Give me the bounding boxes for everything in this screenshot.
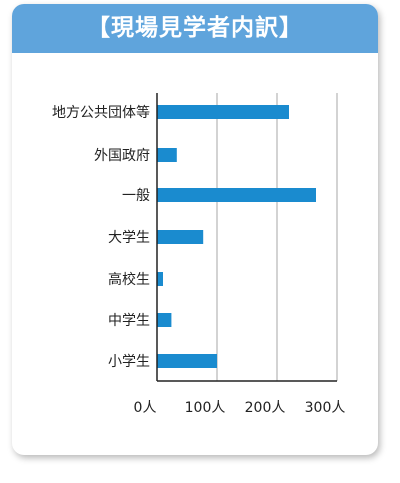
chart-header [12,4,378,53]
category-label-5: 中学生 [108,313,150,329]
category-label-6: 小学生 [108,354,150,370]
tick-label-3: 300人 [305,400,346,416]
category-label-1: 外国政府 [94,148,150,164]
category-label-4: 高校生 [108,271,150,288]
tick-label-0: 0人 [134,400,157,416]
bars [157,105,316,368]
bar-0 [157,105,289,119]
chart-card: 【現場見学者内訳】 [12,4,378,455]
tick-labels: 0人 100人 200人 300人 [134,400,346,416]
bar-1 [157,148,177,162]
category-label-2: 一般 [122,188,150,204]
tick-label-1: 100人 [185,400,226,416]
chart-title: 【現場見学者内訳】 [87,15,303,41]
bar-2 [157,188,316,202]
grid-lines [216,93,338,381]
bar-4 [157,272,163,286]
category-label-3: 大学生 [108,230,150,246]
category-label-0: 地方公共団体等 [52,104,150,121]
bar-3 [157,230,204,244]
bar-5 [157,313,172,327]
bar-6 [157,354,217,368]
tick-label-2: 200人 [245,400,286,416]
